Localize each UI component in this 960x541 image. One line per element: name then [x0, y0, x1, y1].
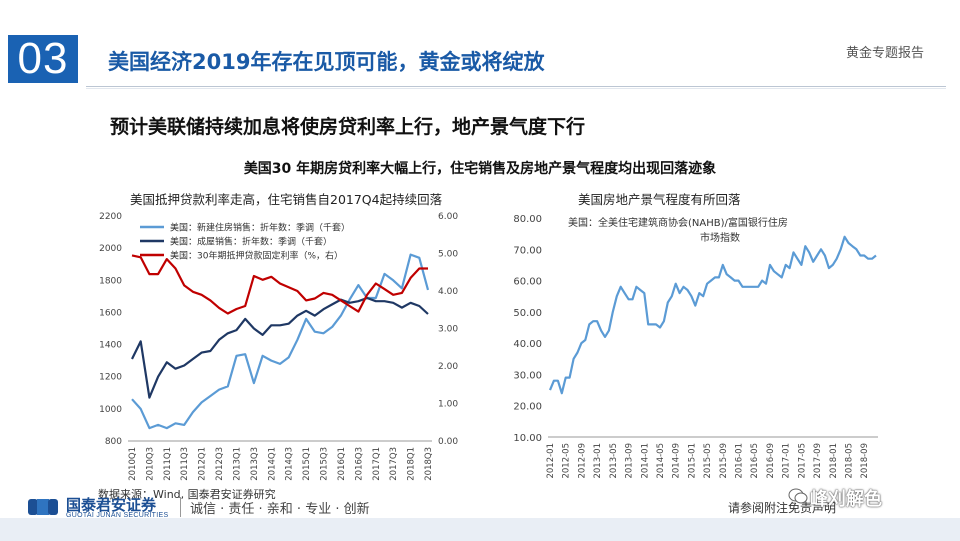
- y-tick-label: 30.00: [513, 370, 542, 381]
- series-title-line-1: 美国：全美住宅建筑商协会(NAHB)/富国银行住房: [568, 216, 788, 229]
- x-tick-label: 2015Q1: [302, 447, 312, 481]
- legend-label-1: 美国：新建住房销售：折年数：季调（千套）: [170, 222, 350, 234]
- x-tick-label: 2014-01: [640, 443, 650, 479]
- right-axis-tick-label: 3.00: [438, 325, 458, 335]
- left-axis-tick-label: 2000: [99, 244, 122, 254]
- x-tick-label: 2013-09: [625, 443, 635, 479]
- y-tick-label: 60.00: [513, 277, 542, 288]
- right-axis-tick-label: 4.00: [438, 287, 458, 297]
- x-tick-label: 2015Q3: [320, 447, 330, 481]
- company-name-en: GUOTAI JUNAN SECURITIES: [66, 512, 169, 519]
- x-tick-label: 2011Q3: [180, 447, 190, 481]
- y-tick-label: 70.00: [513, 245, 542, 256]
- x-tick-label: 2013-05: [609, 443, 619, 479]
- x-tick-label: 2010Q1: [128, 447, 138, 481]
- x-tick-label: 2013-01: [593, 443, 603, 479]
- x-tick-label: 2018Q3: [424, 447, 434, 481]
- x-tick-label: 2010Q3: [145, 447, 155, 481]
- x-tick-label: 2015-01: [687, 443, 697, 479]
- slide-title: 美国经济2019年存在见顶可能，黄金或将绽放: [108, 50, 545, 74]
- right-chart-title: 美国房地产景气程度有所回落: [578, 192, 741, 207]
- y-tick-label: 50.00: [513, 308, 542, 319]
- company-logo-icon: [28, 499, 58, 515]
- company-slogan: 诚信 · 责任 · 亲和 · 专业 · 创新: [190, 502, 370, 517]
- x-tick-label: 2016-01: [735, 443, 745, 479]
- right-axis-tick-label: 6.00: [438, 212, 458, 222]
- nahb-index-line: [548, 235, 877, 395]
- x-tick-label: 2014-05: [656, 443, 666, 479]
- footer-bar: [0, 518, 960, 541]
- x-tick-label: 2014-09: [672, 443, 682, 479]
- x-tick-label: 2016-09: [766, 443, 776, 479]
- x-tick-label: 2012Q1: [198, 447, 208, 481]
- x-tick-label: 2017-09: [813, 443, 823, 479]
- series-line-3: [131, 254, 428, 315]
- title-divider: [86, 86, 946, 87]
- x-tick-label: 2018Q1: [407, 447, 417, 481]
- wechat-icon: [788, 488, 808, 504]
- x-tick-label: 2018-09: [860, 443, 870, 479]
- watermark: 峰刈解色: [810, 489, 882, 510]
- section-number: 03: [8, 35, 78, 83]
- x-tick-label: 2014Q3: [285, 447, 295, 481]
- left-chart-title: 美国抵押贷款利率走高，住宅销售自2017Q4起持续回落: [130, 192, 443, 207]
- title-divider-light: [86, 88, 946, 89]
- x-tick-label: 2016Q1: [337, 447, 347, 481]
- company-name: 国泰君安证券: [66, 496, 157, 514]
- x-tick-label: 2011Q1: [163, 447, 173, 481]
- x-tick-label: 2017Q1: [372, 447, 382, 481]
- left-axis-tick-label: 1400: [99, 341, 122, 351]
- legend-label-3: 美国：30年期抵押贷款固定利率（%，右）: [170, 250, 343, 262]
- report-tag: 黄金专题报告: [845, 46, 924, 61]
- y-tick-label: 10.00: [513, 433, 542, 444]
- disclaimer-note: 请参阅附注免责声明: [728, 501, 837, 515]
- x-tick-label: 2012Q3: [215, 447, 225, 481]
- legend-label-2: 美国：成屋销售：折年数：季调（千套）: [170, 236, 332, 248]
- right-axis-tick-label: 2.00: [438, 362, 458, 372]
- x-tick-label: 2016-05: [750, 443, 760, 479]
- left-axis-tick-label: 1200: [99, 373, 122, 383]
- x-tick-label: 2012-01: [546, 443, 556, 479]
- y-tick-label: 40.00: [513, 339, 542, 350]
- x-tick-label: 2012-09: [577, 443, 587, 479]
- left-axis-tick-label: 1600: [99, 308, 122, 318]
- left-axis-tick-label: 800: [105, 437, 122, 447]
- y-tick-label: 80.00: [513, 214, 542, 225]
- y-tick-label: 20.00: [513, 402, 542, 413]
- series-title-line-2: 市场指数: [700, 231, 740, 244]
- x-tick-label: 2013Q1: [232, 447, 242, 481]
- x-tick-label: 2017-01: [782, 443, 792, 479]
- x-tick-label: 2015-05: [703, 443, 713, 479]
- right-axis-tick-label: 5.00: [438, 250, 458, 260]
- x-tick-label: 2018-01: [829, 443, 839, 479]
- footer-separator: [180, 497, 181, 517]
- x-tick-label: 2012-05: [562, 443, 572, 479]
- x-tick-label: 2017Q3: [389, 447, 399, 481]
- x-tick-label: 2015-09: [719, 443, 729, 479]
- source-note: 数据来源：Wind, 国泰君安证券研究: [98, 488, 276, 501]
- headline: 预计美联储持续加息将使房贷利率上行，地产景气度下行: [110, 116, 586, 138]
- right-axis-tick-label: 0.00: [438, 437, 458, 447]
- x-tick-label: 2013Q3: [250, 447, 260, 481]
- left-axis-tick-label: 1000: [99, 405, 122, 415]
- x-tick-label: 2017-05: [797, 443, 807, 479]
- series-line-2: [131, 296, 429, 399]
- x-tick-label: 2016Q3: [354, 447, 364, 481]
- x-tick-label: 2018-05: [845, 443, 855, 479]
- chart-group-title: 美国30 年期房贷利率大幅上行，住宅销售及房地产景气程度均出现回落迹象: [243, 161, 717, 177]
- right-axis-tick-label: 1.00: [438, 400, 458, 410]
- left-axis-tick-label: 1800: [99, 276, 122, 286]
- left-axis-tick-label: 2200: [99, 212, 122, 222]
- x-tick-label: 2014Q1: [267, 447, 277, 481]
- series-line-1: [131, 253, 430, 430]
